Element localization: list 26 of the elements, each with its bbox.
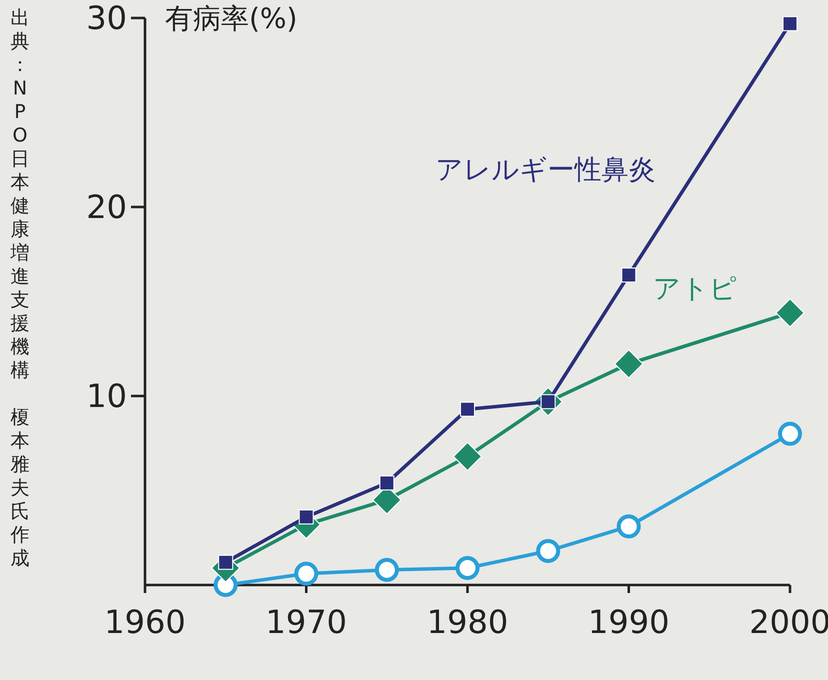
point [374, 558, 399, 582]
point [782, 16, 798, 32]
x-tick-label: 1960 [104, 603, 186, 641]
series-label: アトピ [652, 274, 737, 305]
x-tick-label: 1970 [266, 603, 347, 641]
point [778, 422, 802, 446]
point [453, 442, 482, 471]
point [460, 402, 475, 417]
x-tick-label: 1990 [588, 603, 670, 641]
point [614, 349, 644, 378]
point [616, 514, 641, 538]
point [536, 538, 560, 563]
point [379, 475, 394, 490]
text: 出典：NPO日本健康増進支援機構 [10, 7, 30, 382]
y-tick-label: 20 [86, 188, 127, 226]
point [456, 556, 480, 580]
point [294, 562, 318, 586]
y-axis-title: 有病率(%) [165, 2, 298, 35]
point [776, 298, 804, 328]
y-tick-label: 30 [86, 0, 127, 37]
series-label: アレルギー性鼻炎 [435, 154, 656, 186]
text: 榎本雅夫氏作成 [10, 406, 30, 570]
x-tick-label: 1980 [426, 603, 508, 641]
point [298, 509, 314, 524]
point [621, 268, 636, 283]
y-tick-label: 10 [86, 377, 127, 415]
